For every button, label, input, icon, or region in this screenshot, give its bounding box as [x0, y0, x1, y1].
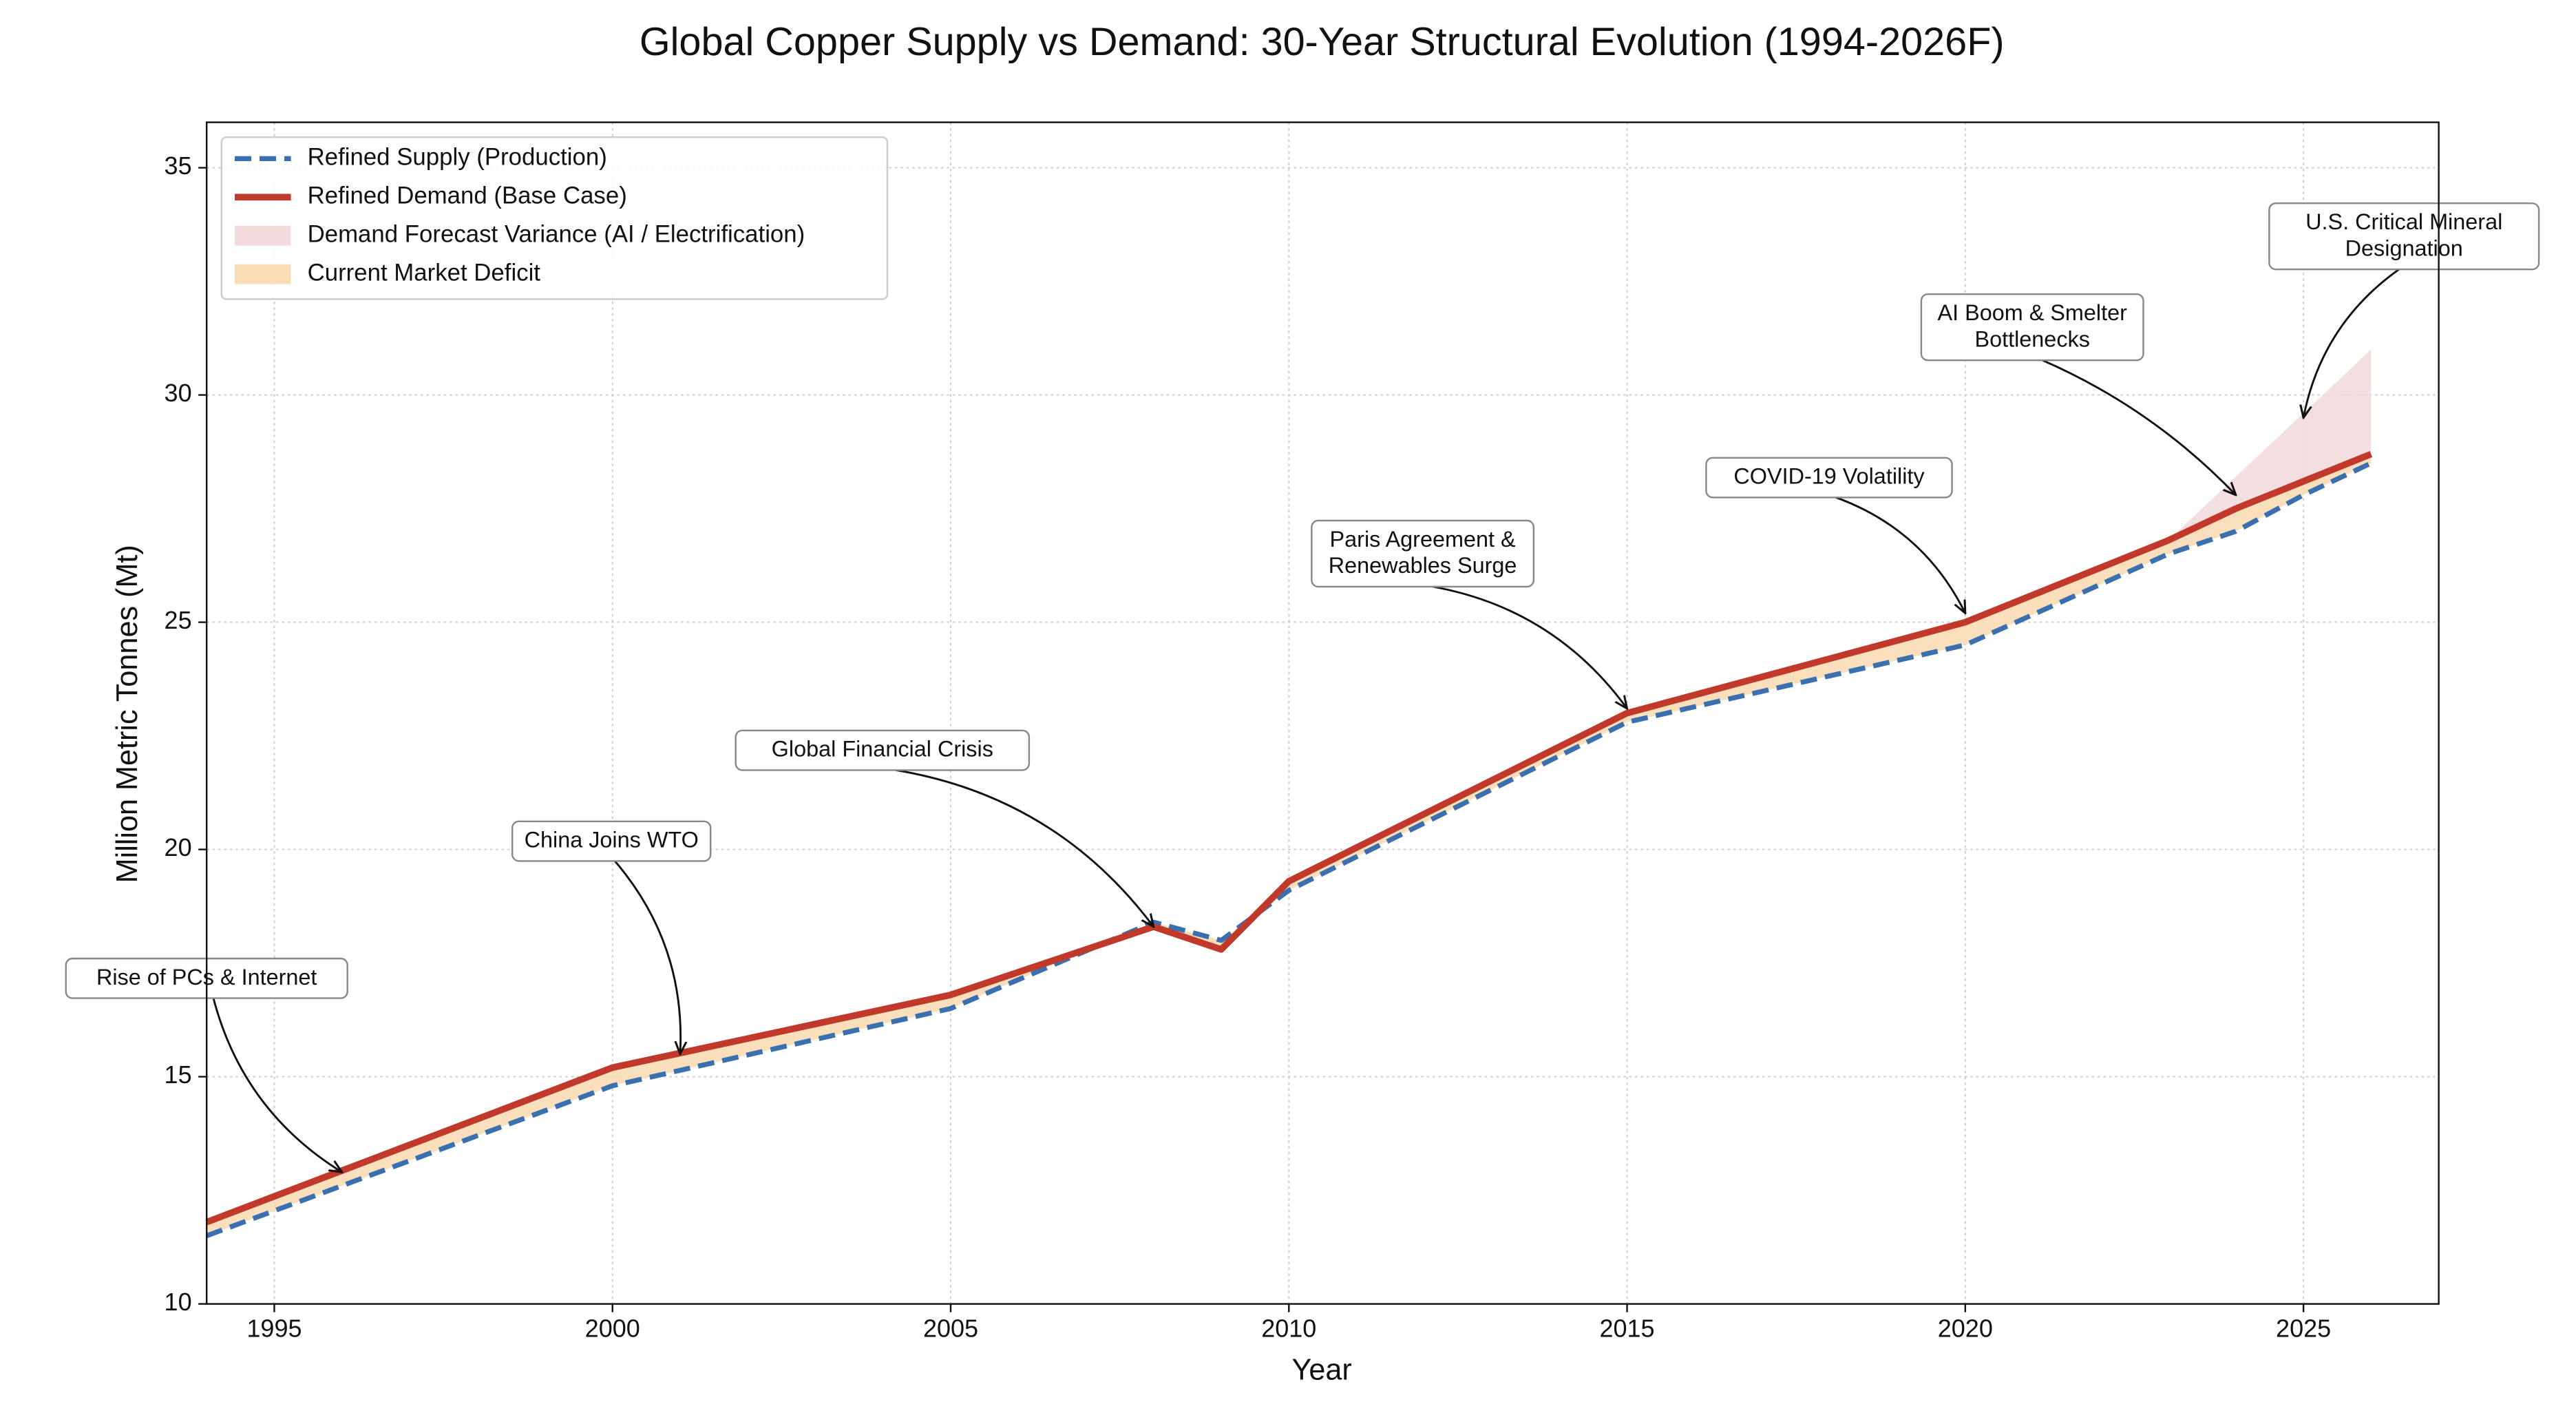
annotation: COVID-19 Volatility — [1705, 457, 1965, 614]
y-tick-label: 20 — [165, 833, 192, 861]
annotation-text: COVID-19 Volatility — [1733, 463, 1925, 488]
annotation-box — [1920, 293, 2144, 362]
y-tick-label: 10 — [165, 1288, 192, 1316]
x-tick-label: 2005 — [923, 1315, 978, 1343]
annotation-text: Paris Agreement & Renewables Surge — [1329, 526, 1517, 577]
annotation-arrow — [614, 860, 680, 1054]
annotation-arrow — [212, 998, 342, 1173]
annotation-arrow — [1835, 496, 1965, 613]
y-axis-label: Million Metric Tonnes (Mt) — [111, 545, 144, 883]
x-tick-label: 2015 — [1599, 1315, 1654, 1343]
legend-swatch — [235, 225, 291, 246]
annotation-box — [511, 820, 712, 862]
series-line — [205, 450, 2373, 1226]
annotation-arrow — [896, 768, 1153, 926]
y-tick-label: 25 — [165, 606, 192, 634]
annotation-box — [1705, 457, 1953, 499]
y-tick-label: 35 — [165, 151, 192, 180]
annotation-box — [1311, 519, 1535, 588]
annotation: U.S. Critical Mineral Designation — [2268, 202, 2540, 417]
annotation-arrow — [1433, 585, 1627, 709]
annotation-line: COVID-19 Volatility — [1733, 463, 1925, 488]
annotation-arrow — [2303, 269, 2400, 417]
x-tick-label: 1995 — [246, 1315, 302, 1343]
legend-label: Current Market Deficit — [308, 259, 541, 286]
annotation-text: China Joins WTO — [525, 827, 699, 852]
annotation: AI Boom & Smelter Bottlenecks — [1920, 293, 2236, 495]
legend-box — [220, 136, 889, 300]
legend-label: Refined Demand (Base Case) — [308, 182, 627, 209]
annotation-line: China Joins WTO — [525, 827, 699, 852]
annotation-line: AI Boom & Smelter — [1937, 300, 2127, 325]
chart-title: Global Copper Supply vs Demand: 30-Year … — [640, 20, 2005, 64]
legend-swatch — [235, 264, 291, 284]
annotation-line: Global Financial Crisis — [772, 736, 993, 761]
y-tick-label: 30 — [165, 379, 192, 407]
annotation: Global Financial Crisis — [735, 729, 1154, 927]
x-axis-label: Year — [1292, 1353, 1352, 1386]
legend-label: Refined Supply (Production) — [308, 144, 607, 171]
annotation-line: Paris Agreement & — [1330, 526, 1516, 551]
annotation-box — [2268, 202, 2540, 271]
plot-frame — [205, 121, 2440, 1305]
annotation-text: Global Financial Crisis — [772, 736, 993, 761]
annotation-line: Designation — [2345, 236, 2463, 260]
x-tick-label: 2010 — [1261, 1315, 1316, 1343]
annotation: China Joins WTO — [511, 820, 712, 1054]
annotation-line: Renewables Surge — [1329, 553, 1517, 578]
annotation-text: AI Boom & Smelter Bottlenecks — [1937, 300, 2127, 351]
series-line — [205, 461, 2372, 1238]
annotation-box — [735, 729, 1031, 771]
annotation-arrow — [2042, 359, 2236, 495]
legend-label: Demand Forecast Variance (AI / Electrifi… — [308, 220, 805, 247]
annotation-line: Bottlenecks — [1974, 326, 2089, 351]
x-tick-label: 2000 — [585, 1315, 640, 1343]
annotation-line: U.S. Critical Mineral — [2305, 209, 2502, 234]
x-tick-label: 2025 — [2276, 1315, 2331, 1343]
annotation-text: U.S. Critical Mineral Designation — [2305, 209, 2502, 260]
x-tick-label: 2020 — [1938, 1315, 1993, 1343]
annotation: Paris Agreement & Renewables Surge — [1311, 519, 1627, 709]
y-tick-label: 15 — [165, 1060, 192, 1089]
